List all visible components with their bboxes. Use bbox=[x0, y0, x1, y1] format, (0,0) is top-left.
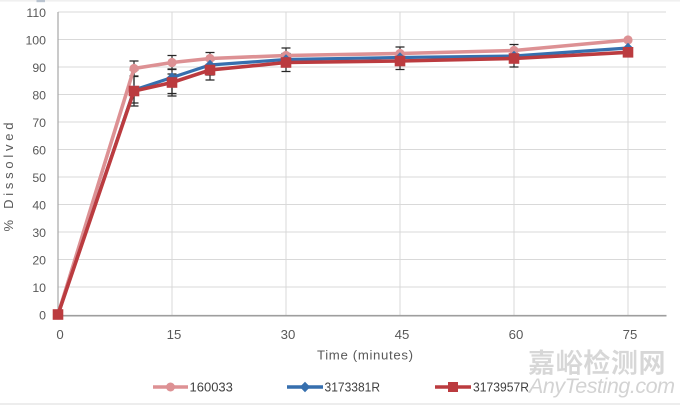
svg-text:AnyTesting.com: AnyTesting.com bbox=[527, 374, 675, 398]
svg-text:0: 0 bbox=[39, 309, 46, 323]
svg-text:3173381R: 3173381R bbox=[325, 380, 381, 395]
svg-text:60: 60 bbox=[32, 144, 46, 158]
svg-text:90: 90 bbox=[32, 61, 46, 75]
svg-text:% Dissolved: % Dissolved bbox=[1, 123, 16, 232]
svg-text:30: 30 bbox=[32, 226, 46, 240]
svg-text:40: 40 bbox=[32, 199, 46, 213]
svg-text:10: 10 bbox=[32, 281, 46, 295]
svg-text:20: 20 bbox=[32, 254, 46, 268]
svg-text:160033: 160033 bbox=[190, 380, 233, 395]
svg-text:110: 110 bbox=[26, 6, 46, 20]
svg-text:3173957R: 3173957R bbox=[473, 380, 529, 395]
svg-text:70: 70 bbox=[32, 116, 46, 130]
svg-text:15: 15 bbox=[167, 327, 182, 342]
svg-text:Time (minutes): Time (minutes) bbox=[317, 348, 413, 363]
svg-text:50: 50 bbox=[32, 171, 46, 185]
svg-text:60: 60 bbox=[509, 327, 524, 342]
svg-text:80: 80 bbox=[32, 89, 46, 103]
svg-text:0: 0 bbox=[56, 327, 63, 342]
svg-text:30: 30 bbox=[281, 327, 296, 342]
svg-text:75: 75 bbox=[623, 327, 638, 342]
svg-text:100: 100 bbox=[25, 34, 46, 48]
svg-text:45: 45 bbox=[395, 327, 410, 342]
